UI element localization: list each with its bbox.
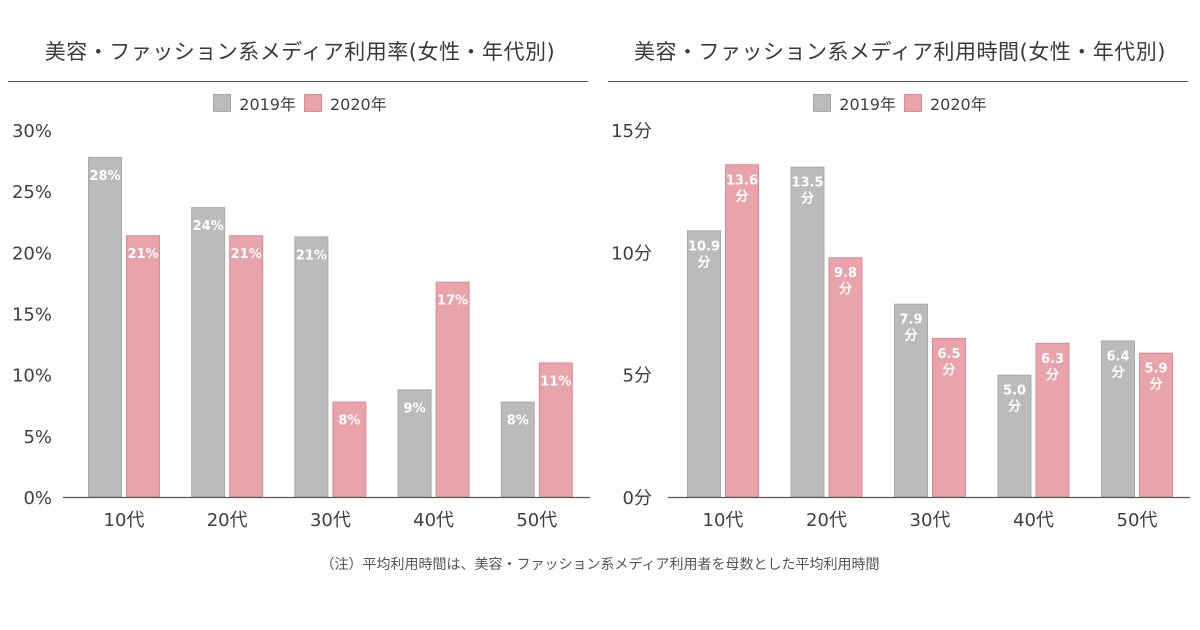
y-tick-label: 25% — [12, 182, 52, 203]
x-tick-label: 40代 — [1013, 510, 1054, 531]
bar-unit-label: 分 — [904, 328, 917, 344]
bar-2020-3 — [435, 281, 470, 498]
bar-2020-2 — [332, 401, 367, 498]
legend-item-2019: 2019年 — [813, 91, 896, 115]
bar-2019-4 — [500, 401, 535, 498]
legend-label-2019: 2019年 — [239, 95, 296, 114]
y-tick-label: 30% — [12, 121, 52, 142]
bar-value-label: 13.6 — [726, 173, 758, 188]
bar-value-label: 10.9 — [688, 239, 720, 254]
chart-title: 美容・ファッション系メディア利用時間(女性・年代別) — [634, 40, 1166, 64]
bar-unit-label: 分 — [1046, 367, 1059, 383]
x-tick-label: 50代 — [516, 510, 557, 531]
x-tick-label: 30代 — [910, 510, 951, 531]
bar-2019-0 — [687, 230, 721, 498]
x-tick-label: 40代 — [413, 510, 454, 531]
legend: 2019年 2020年 — [0, 91, 600, 115]
bar-unit-label: 分 — [942, 362, 955, 378]
bar-value-label: 6.5 — [937, 347, 960, 362]
legend: 2019年 2020年 — [600, 91, 1200, 115]
usage-rate-panel: 美容・ファッション系メディア利用率(女性・年代別) 2019年 2020年 0%… — [0, 0, 600, 540]
bar-2020-4 — [538, 362, 573, 498]
legend-label-2020: 2020年 — [930, 95, 987, 114]
x-tick-label: 10代 — [104, 510, 145, 531]
legend-label-2019: 2019年 — [839, 95, 896, 114]
bar-value-label: 9.8 — [834, 266, 857, 281]
x-tick-label: 30代 — [310, 510, 351, 531]
legend-item-2019: 2019年 — [213, 91, 296, 115]
bar-value-label: 21% — [231, 247, 262, 262]
bar-unit-label: 分 — [1008, 399, 1021, 415]
bar-value-label: 9% — [404, 401, 426, 416]
bar-value-label: 17% — [437, 294, 468, 309]
y-tick-label: 10% — [12, 366, 52, 387]
x-tick-label: 10代 — [703, 510, 744, 531]
bar-value-label: 8% — [338, 414, 360, 429]
bar-value-label: 5.0 — [1003, 384, 1026, 399]
bar-unit-label: 分 — [697, 254, 710, 270]
bar-2020-4 — [1139, 352, 1173, 498]
bar-value-label: 5.9 — [1144, 362, 1167, 377]
y-tick-label: 20% — [12, 243, 52, 264]
y-tick-label: 5% — [23, 427, 52, 448]
bar-value-label: 13.5 — [791, 176, 823, 191]
bar-value-label: 28% — [89, 169, 120, 184]
legend-item-2020: 2020年 — [904, 91, 987, 115]
legend-swatch-2020 — [904, 94, 922, 112]
chart-title: 美容・ファッション系メディア利用率(女性・年代別) — [44, 40, 556, 64]
y-tick-label: 10分 — [611, 243, 652, 264]
bar-2019-3 — [397, 389, 432, 498]
y-tick-label: 0% — [23, 488, 52, 509]
legend-swatch-2019 — [213, 94, 232, 112]
bar-unit-label: 分 — [801, 191, 814, 207]
bar-value-label: 24% — [193, 219, 224, 234]
legend-item-2020: 2020年 — [304, 91, 387, 115]
bar-2020-2 — [932, 337, 966, 498]
usage-time-panel: 美容・ファッション系メディア利用時間(女性・年代別) 2019年 2020年 0… — [600, 0, 1200, 540]
legend-swatch-2019 — [813, 94, 832, 112]
footnote: （注）平均利用時間は、美容・ファッション系メディア利用者を母数とした平均利用時間 — [320, 557, 880, 573]
bar-value-label: 6.4 — [1106, 349, 1129, 364]
title-divider — [8, 81, 588, 82]
bar-value-label: 7.9 — [899, 313, 922, 328]
bar-2019-1 — [790, 166, 825, 498]
bar-value-label: 21% — [296, 248, 327, 263]
bar-2020-1 — [229, 235, 264, 498]
bar-2020-3 — [1035, 342, 1070, 498]
x-tick-label: 20代 — [806, 510, 847, 531]
bar-unit-label: 分 — [1149, 377, 1162, 393]
title-divider — [608, 81, 1188, 82]
usage-time-chart: 0分5分10分15分10.9分13.6分10代13.5分9.8分20代7.9分6… — [611, 121, 1190, 531]
bar-unit-label: 分 — [735, 188, 748, 204]
bar-2020-0 — [126, 235, 160, 498]
bar-2019-3 — [997, 374, 1032, 498]
bar-2019-0 — [88, 156, 122, 498]
usage-rate-chart: 0% 5% 10% 15% 20% 25% 30% 28% 21% 10代 24% 21% 20代 21%… — [12, 121, 590, 531]
y-tick-label: 0分 — [623, 488, 652, 509]
bar-2019-1 — [191, 207, 226, 498]
bar-2019-4 — [1101, 340, 1135, 498]
bar-unit-label: 分 — [839, 281, 852, 297]
bar-value-label: 11% — [540, 374, 571, 389]
legend-swatch-2020 — [304, 94, 322, 112]
bar-2020-1 — [828, 257, 863, 498]
y-tick-label: 5分 — [623, 366, 652, 387]
bar-unit-label: 分 — [1111, 364, 1124, 380]
x-tick-label: 50代 — [1117, 510, 1158, 531]
bar-value-label: 8% — [507, 414, 529, 429]
x-tick-label: 20代 — [207, 510, 248, 531]
bar-2019-2 — [294, 236, 329, 498]
y-tick-label: 15分 — [611, 121, 652, 142]
bar-2020-0 — [725, 164, 759, 498]
bar-value-label: 21% — [127, 247, 158, 262]
y-tick-label: 15% — [12, 305, 52, 326]
legend-label-2020: 2020年 — [330, 95, 387, 114]
bar-value-label: 6.3 — [1041, 352, 1064, 367]
